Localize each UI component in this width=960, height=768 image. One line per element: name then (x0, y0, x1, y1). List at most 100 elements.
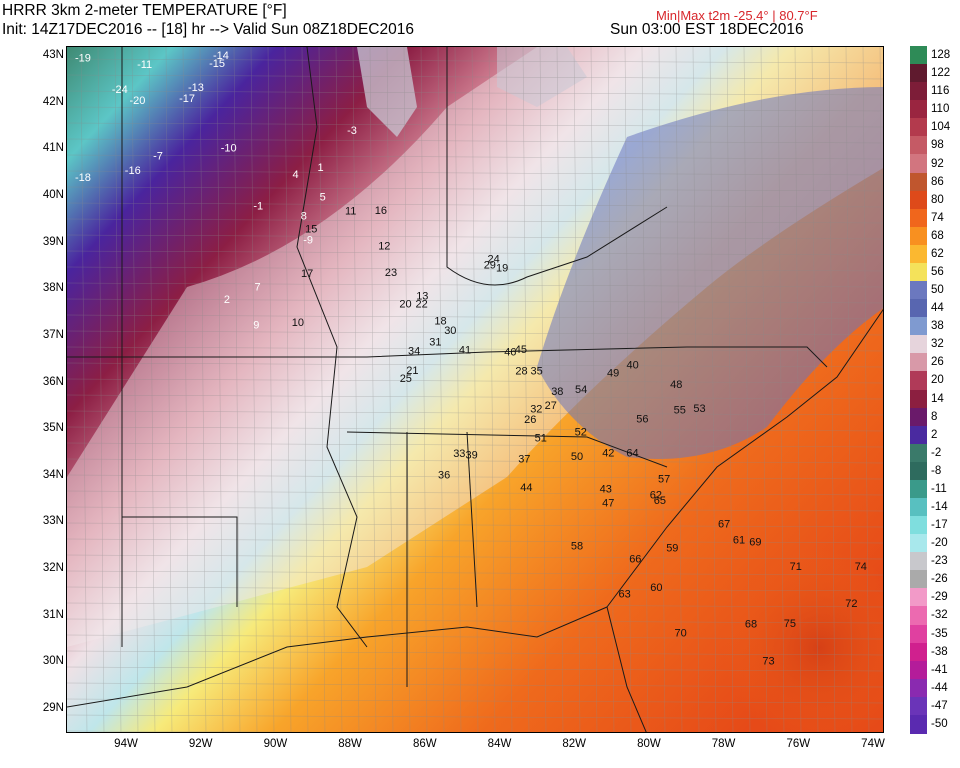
color-scale-label: 56 (931, 265, 944, 278)
color-scale-label: -32 (931, 609, 948, 622)
station-temperature-label: 22 (416, 298, 428, 310)
station-temperature-label: 2 (224, 294, 230, 306)
station-temperature-label: 9 (253, 319, 259, 331)
station-temperature-label: 44 (520, 482, 532, 494)
color-scale-segment (910, 425, 927, 445)
county-line (352, 47, 360, 732)
init-valid-line: Init: 14Z17DEC2016 -- [18] hr --> Valid … (2, 21, 414, 38)
station-temperature-label: 26 (524, 414, 536, 426)
county-line (454, 47, 462, 732)
county-line (67, 730, 318, 732)
map-title: HRRR 3km 2-meter TEMPERATURE [°F] (2, 2, 287, 19)
color-scale-segment (910, 226, 927, 246)
latitude-label: 34N (42, 468, 64, 481)
county-line (760, 47, 768, 732)
station-temperature-label: 23 (385, 267, 397, 279)
color-scale-segment (910, 678, 927, 698)
station-temperature-label: 39 (466, 449, 478, 461)
county-line (67, 154, 883, 160)
station-temperature-label: -15 (209, 58, 225, 70)
county-line (522, 47, 530, 732)
county-line (67, 394, 883, 400)
border-va-nc (687, 346, 828, 368)
county-line (471, 47, 479, 732)
county-line (828, 47, 836, 732)
station-temperature-label: -11 (137, 59, 152, 71)
color-scale-segment (910, 443, 927, 463)
station-temperature-label: 53 (693, 403, 705, 415)
color-scale-segment (910, 497, 927, 517)
county-line (233, 47, 241, 732)
county-line (67, 122, 883, 128)
county-line (67, 410, 883, 416)
station-temperature-label: -18 (75, 172, 91, 184)
county-line (67, 138, 883, 144)
county-line (67, 106, 883, 112)
station-temperature-label: 36 (438, 470, 450, 482)
station-temperature-label: 43 (600, 484, 612, 496)
color-scale-segment (910, 461, 927, 481)
station-temperature-label: 8 (301, 211, 307, 223)
county-line (505, 47, 513, 732)
station-temperature-label: 65 (654, 495, 666, 507)
county-line (67, 186, 883, 192)
color-scale-label: 38 (931, 320, 944, 333)
station-temperature-label: 10 (292, 317, 304, 329)
station-temperature-label: 11 (345, 205, 356, 217)
station-temperature-label: -16 (125, 165, 141, 177)
county-line (67, 282, 883, 288)
latitude-label: 42N (42, 95, 64, 108)
latitude-label: 37N (42, 328, 64, 341)
county-line (67, 650, 883, 656)
color-scale-segment (910, 118, 927, 137)
county-line (386, 47, 394, 732)
station-temperature-label: 13 (416, 291, 428, 303)
station-temperature-label: -14 (213, 50, 229, 62)
gulf-coast (67, 606, 647, 732)
color-scale-label: -29 (931, 591, 948, 604)
color-scale-segment (910, 208, 927, 228)
county-line (862, 47, 870, 732)
county-line (67, 378, 883, 384)
county-line (67, 74, 883, 80)
station-temperature-label: 31 (429, 336, 441, 348)
station-temperature-label: 57 (658, 474, 670, 486)
county-line (811, 47, 819, 732)
longitude-label: 78W (711, 738, 736, 750)
color-scale-segment (910, 82, 927, 101)
county-line (67, 298, 883, 304)
station-temperature-label: 30 (444, 325, 456, 337)
station-temperature-label: 42 (602, 448, 614, 460)
station-temperature-label: 37 (518, 453, 530, 465)
county-line (437, 47, 445, 732)
station-temperature-label: 19 (496, 262, 508, 274)
latitude-label: 39N (42, 235, 64, 248)
color-scale-segment (910, 371, 927, 391)
color-scale-segment (910, 244, 927, 264)
station-temperature-label: 67 (718, 518, 730, 530)
county-line (67, 426, 883, 432)
color-scale-segment (910, 262, 927, 282)
color-scale-segment (910, 46, 927, 65)
county-line (67, 666, 883, 672)
station-temperature-label: 32 (530, 403, 542, 415)
color-scale-segment (910, 552, 927, 571)
station-temperature-label: 18 (434, 315, 446, 327)
county-line (488, 47, 496, 732)
color-scale-label: 44 (931, 302, 944, 315)
county-line (284, 47, 292, 732)
station-temperature-label: 5 (320, 192, 326, 204)
county-line (67, 202, 883, 208)
color-scale-label: 110 (931, 103, 950, 116)
temperature-label-layer: -24-19-20-18-17-16-14-13-15-10-11-9-7-3-… (75, 50, 867, 667)
longitude-label: 94W (114, 738, 138, 750)
station-temperature-label: 74 (855, 561, 867, 573)
color-scale-label: -17 (931, 519, 948, 532)
lake-michigan (357, 47, 417, 137)
color-scale-label: 20 (931, 374, 944, 387)
color-scale-label: 8 (931, 410, 938, 423)
gulf-stream-warm-zone (587, 427, 883, 732)
county-line (67, 714, 883, 720)
latitude-label: 32N (42, 562, 64, 575)
county-line (67, 346, 883, 352)
